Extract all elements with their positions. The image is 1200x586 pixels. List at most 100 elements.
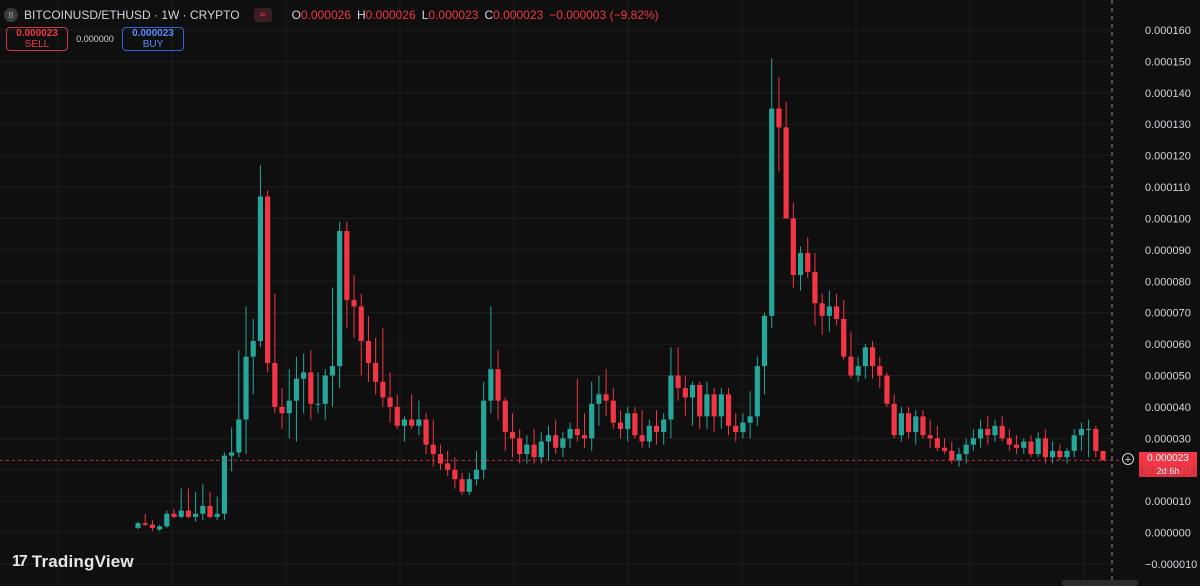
- candle-body: [610, 400, 616, 423]
- candle-body: [430, 444, 436, 455]
- candle-body: [531, 444, 537, 458]
- candle-body: [1093, 428, 1099, 451]
- symbol-title[interactable]: BITCOINUSD/ETHUSD · 1W · CRYPTO: [24, 8, 240, 22]
- candle-body: [934, 438, 940, 448]
- candle-body: [1086, 428, 1092, 430]
- candle-body: [985, 428, 991, 436]
- candle-body: [517, 438, 523, 455]
- candle-body: [416, 419, 422, 426]
- candle-body: [862, 347, 868, 367]
- candle-body: [905, 413, 912, 433]
- candle-body: [639, 435, 645, 442]
- candle-body: [1049, 450, 1056, 458]
- candle-body: [884, 375, 890, 404]
- price-tick-label: 0.000040: [1145, 402, 1191, 414]
- candle-body: [459, 479, 465, 492]
- candle-body: [747, 416, 753, 423]
- candle-body: [142, 523, 148, 525]
- candle-body: [963, 444, 969, 455]
- candle-body: [214, 513, 220, 517]
- candle-body: [329, 366, 336, 376]
- candle-body: [200, 505, 206, 514]
- candle-body: [992, 425, 998, 436]
- price-tick-label: 0.000150: [1145, 56, 1191, 68]
- price-tick-label: 0.000000: [1145, 528, 1191, 540]
- ohlc-low-label: L: [421, 8, 429, 22]
- candle-body: [668, 375, 674, 420]
- price-tick-label: 0.000160: [1145, 25, 1191, 37]
- wave-icon[interactable]: ≈: [253, 8, 272, 22]
- candle-body: [927, 435, 933, 439]
- candle-body: [545, 435, 552, 442]
- candle-body: [920, 416, 926, 436]
- ohlc-high-label: H: [356, 8, 366, 22]
- candle-body: [265, 196, 271, 363]
- candle-body: [689, 384, 696, 398]
- candle-body: [178, 510, 184, 517]
- spread-value: 0.000000: [76, 34, 114, 44]
- candle-body: [344, 231, 350, 301]
- candle-body: [949, 450, 955, 461]
- candle-body: [301, 372, 307, 379]
- symbol-logo-icon[interactable]: B: [4, 8, 18, 22]
- candle-body: [718, 394, 724, 417]
- add-alert-icon[interactable]: +: [1122, 453, 1134, 466]
- candle-body: [999, 425, 1005, 439]
- candle-body: [1071, 435, 1077, 451]
- sell-button[interactable]: 0.000023 SELL: [6, 27, 68, 51]
- candle-body: [776, 108, 782, 128]
- candle-body: [243, 356, 249, 420]
- candle-body: [488, 369, 494, 401]
- candle-body: [567, 428, 573, 439]
- candle-body: [164, 513, 170, 527]
- buy-label: BUY: [142, 39, 164, 50]
- candle-body: [812, 271, 818, 304]
- candle-body: [387, 397, 393, 407]
- candle-body: [841, 318, 847, 357]
- candle-body: [733, 425, 739, 433]
- candle-body: [502, 400, 508, 433]
- candle-body: [769, 108, 775, 316]
- candle-body: [272, 362, 278, 407]
- chart-header: B BITCOINUSD/ETHUSD · 1W · CRYPTO ≈ O 0.…: [4, 6, 659, 24]
- tradingview-logo[interactable]: 17 TradingView: [12, 552, 134, 572]
- candle-body: [877, 366, 883, 376]
- candle-body: [322, 375, 328, 404]
- candle-body: [625, 413, 631, 429]
- candle-body: [761, 315, 768, 367]
- candle-body: [661, 419, 667, 433]
- price-tick-label: 0.000120: [1145, 151, 1191, 163]
- buy-price: 0.000023: [132, 28, 174, 39]
- candles: [135, 58, 1106, 532]
- candle-body: [445, 463, 451, 470]
- candle-body: [754, 366, 760, 417]
- candle-body: [524, 444, 530, 455]
- candle-body: [805, 253, 811, 272]
- candle-body: [617, 422, 624, 429]
- candle-body: [315, 403, 321, 405]
- candle-body: [596, 394, 602, 404]
- candle-body: [293, 378, 300, 401]
- candle-body: [358, 306, 364, 341]
- candle-body: [149, 524, 155, 528]
- scroll-handle[interactable]: [1062, 580, 1138, 586]
- price-tick-label: 0.000130: [1145, 119, 1191, 131]
- candle-body: [394, 406, 400, 426]
- ohlc-high-value: 0.000026: [365, 8, 416, 22]
- candle-body: [970, 438, 976, 445]
- crosshair-overlay: [0, 0, 1120, 586]
- candle-body: [279, 406, 285, 414]
- candle-body: [898, 413, 904, 436]
- ohlc-open-value: 0.000026: [300, 8, 351, 22]
- candle-body: [819, 303, 825, 316]
- candle-body: [1006, 438, 1012, 445]
- candle-body: [913, 416, 919, 433]
- price-tick-label: −0.000010: [1145, 559, 1197, 571]
- candle-body: [373, 362, 379, 382]
- candle-body: [941, 447, 948, 451]
- candle-body: [221, 455, 228, 514]
- buy-button[interactable]: 0.000023 BUY: [122, 27, 184, 51]
- candle-body: [365, 340, 372, 363]
